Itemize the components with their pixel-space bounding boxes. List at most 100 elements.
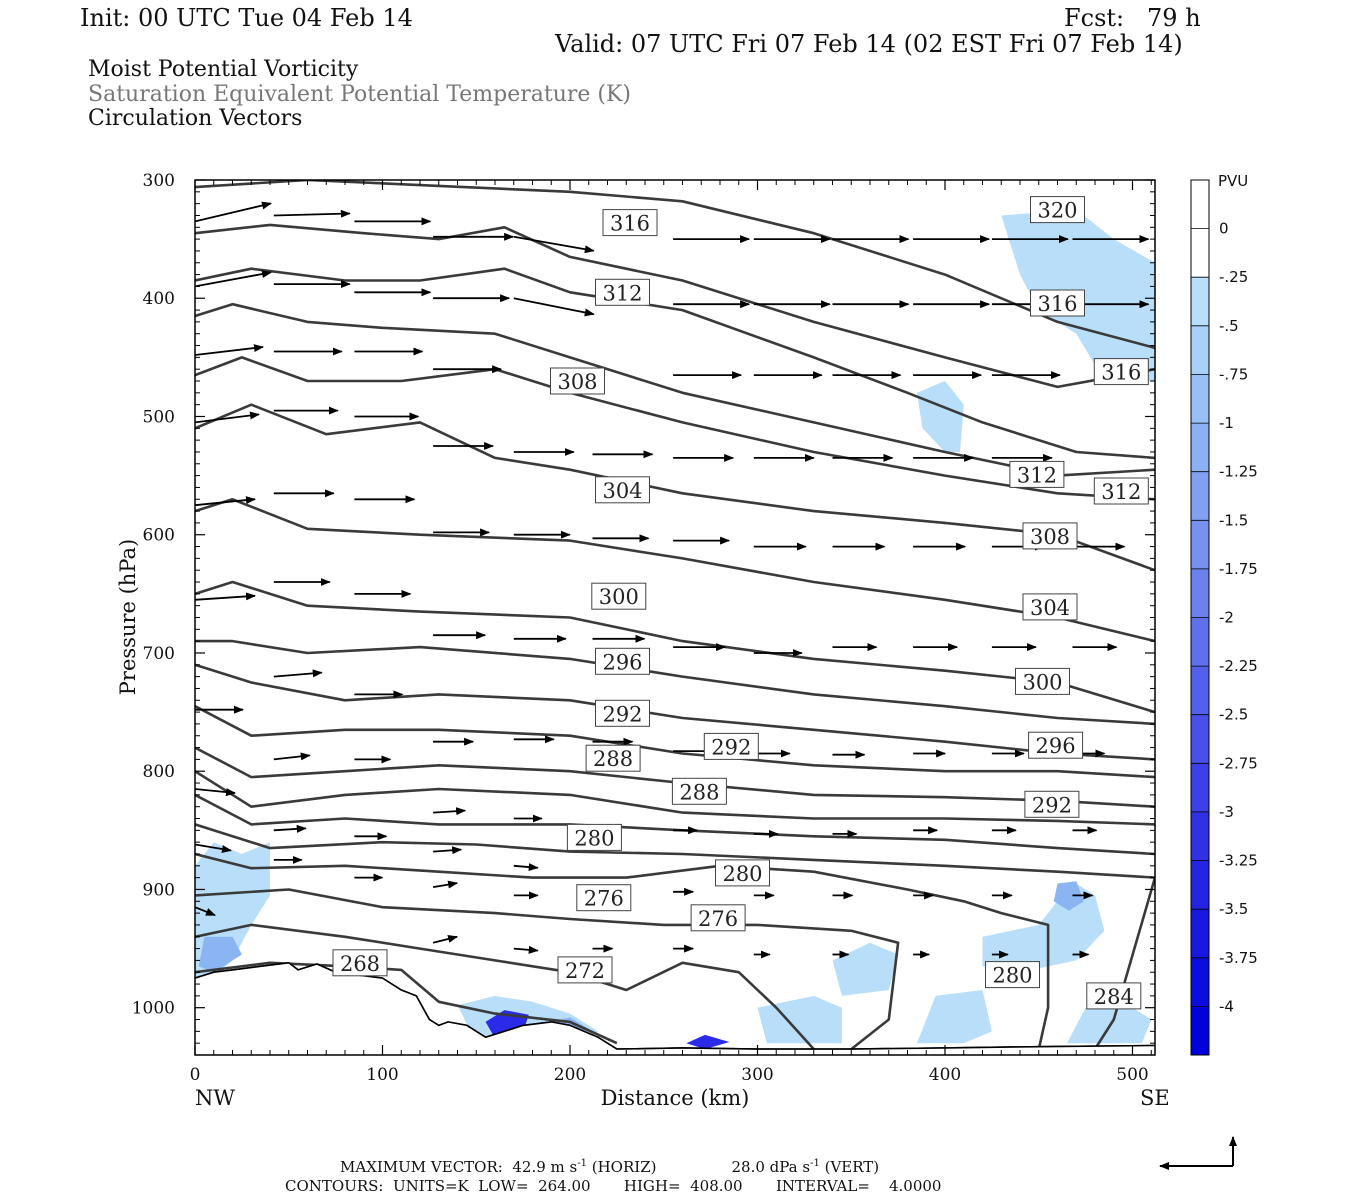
colorbar-swatch — [1191, 520, 1209, 570]
colorbar-swatch — [1191, 714, 1209, 764]
contour-label: 300 — [599, 585, 639, 609]
colorbar-label: -2.25 — [1219, 657, 1258, 675]
valid-time: Valid: 07 UTC Fri 07 Feb 14 (02 EST Fri … — [555, 30, 1183, 58]
theta-contour — [195, 223, 1155, 389]
contour-label: 312 — [1101, 480, 1141, 504]
colorbar-swatch — [1191, 228, 1209, 278]
contour-label-box — [585, 744, 641, 772]
y-tick-label: 400 — [143, 289, 175, 309]
contour-label-box — [595, 699, 650, 727]
circulation-vector — [432, 935, 459, 944]
colorbar-label: -1 — [1219, 414, 1234, 432]
x-tick-label: 0 — [190, 1065, 201, 1085]
field-theta-es-label: Saturation Equivalent Potential Temperat… — [88, 82, 631, 107]
theta-contour — [195, 403, 1155, 572]
pv-region — [916, 381, 964, 452]
contour-label: 272 — [565, 959, 605, 983]
colorbar-title: PVU — [1218, 172, 1248, 190]
pv-region — [1053, 881, 1084, 911]
contour-label: 292 — [1032, 793, 1072, 817]
forecast-hour: Fcst: 79 h — [1064, 4, 1201, 32]
colorbar-label: -1.25 — [1219, 463, 1258, 481]
circulation-vector — [273, 669, 323, 678]
contour-label: 304 — [1030, 596, 1070, 620]
terrain-outline — [195, 961, 1155, 1050]
contour-label-box — [1030, 289, 1085, 317]
colorbar: 0 -.25 -.5 -.75 -1 -1.25 -1.5 -1.75 -2 -2.25 -2.5 -… — [1190, 179, 1258, 1056]
colorbar-swatch — [1191, 860, 1209, 910]
colorbar-label: -3.5 — [1219, 900, 1248, 918]
y-tick-label: 800 — [143, 762, 175, 782]
colorbar-swatch — [1191, 617, 1209, 667]
contour-info-text: CONTOURS: UNITS=K LOW= 264.00 HIGH= 408.… — [285, 1177, 942, 1195]
contour-label: 316 — [610, 212, 650, 236]
contour-label: 292 — [602, 702, 642, 726]
colorbar-swatch — [1191, 325, 1209, 375]
y-tick-label: 300 — [143, 171, 175, 191]
pv-shading-layer — [195, 209, 1155, 1050]
pv-region — [832, 942, 899, 996]
pv-region — [982, 883, 1105, 973]
pv-region — [1066, 1001, 1152, 1044]
colorbar-label: -3.25 — [1219, 852, 1258, 870]
contour-label-box — [1030, 196, 1085, 224]
contour-label: 308 — [557, 370, 597, 394]
colorbar-label: -1.5 — [1219, 511, 1248, 529]
colorbar-label: 0 — [1219, 220, 1229, 238]
x-tick-label: 500 — [1116, 1065, 1148, 1085]
max-vector-horiz: MAXIMUM VECTOR: 42.9 m s — [340, 1158, 578, 1176]
max-vector-horiz-unit: (HORIZ) — [586, 1158, 657, 1176]
contour-label: 320 — [1037, 199, 1077, 223]
colorbar-swatch — [1191, 374, 1209, 424]
colorbar-swatch — [1191, 957, 1209, 1007]
circulation-vector — [513, 863, 539, 872]
max-vector-text: MAXIMUM VECTOR: 42.9 m s-1 (HORIZ) 28.0 d… — [340, 1158, 879, 1176]
contour-label: 300 — [1022, 670, 1062, 694]
colorbar-swatch — [1191, 763, 1209, 813]
max-vector-horiz-exp: -1 — [577, 1158, 587, 1169]
colorbar-swatch — [1191, 909, 1209, 959]
y-tick-label: 500 — [143, 407, 175, 427]
theta-contour — [195, 180, 1155, 350]
colorbar-label: -2 — [1219, 609, 1234, 627]
theta-contour — [195, 823, 1155, 1050]
contour-label-box — [1015, 667, 1070, 695]
reference-vector-icon — [1159, 1136, 1237, 1170]
contour-label-box — [332, 949, 388, 977]
circulation-vector — [195, 344, 264, 356]
contour-label: 268 — [340, 952, 380, 976]
theta-contour — [195, 770, 1155, 826]
colorbar-swatch — [1191, 180, 1209, 230]
contour-label-box — [1093, 358, 1149, 386]
colorbar-swatch — [1191, 1006, 1209, 1056]
colorbar-swatch — [1191, 568, 1209, 618]
circulation-vector — [195, 906, 216, 917]
init-time: Init: 00 UTC Tue 04 Feb 14 — [80, 4, 413, 32]
circulation-vector — [513, 297, 595, 317]
contour-label-box — [595, 476, 650, 504]
y-tick-label: 700 — [143, 644, 175, 664]
circulation-vector — [195, 843, 232, 853]
circulation-vectors — [195, 201, 1150, 959]
colorbar-label: -1.75 — [1219, 560, 1258, 578]
x-endpoint-left: NW — [195, 1086, 235, 1110]
contour-label: 284 — [1094, 985, 1134, 1009]
contour-label-box — [1028, 731, 1084, 759]
contour-label-box — [595, 278, 650, 306]
pv-region — [686, 1034, 730, 1050]
x-tick-label: 400 — [929, 1065, 961, 1085]
pv-region — [916, 990, 992, 1044]
x-tick-label: 200 — [554, 1065, 586, 1085]
x-endpoint-right: SE — [1140, 1086, 1170, 1110]
pv-region — [757, 995, 842, 1044]
contour-label-box — [1009, 460, 1065, 488]
y-tick-label: 900 — [143, 880, 175, 900]
contour-labels: 320 316 316 316 312 308 312 312 304 308 300 304 296 3… — [332, 196, 1149, 1010]
contour-label-box — [1086, 982, 1142, 1010]
contour-label-box — [602, 209, 658, 237]
circulation-vector — [195, 788, 236, 797]
contour-label: 276 — [698, 907, 738, 931]
y-tick-label: 1000 — [132, 999, 175, 1019]
max-vector-vert-unit: (VERT) — [819, 1158, 880, 1176]
